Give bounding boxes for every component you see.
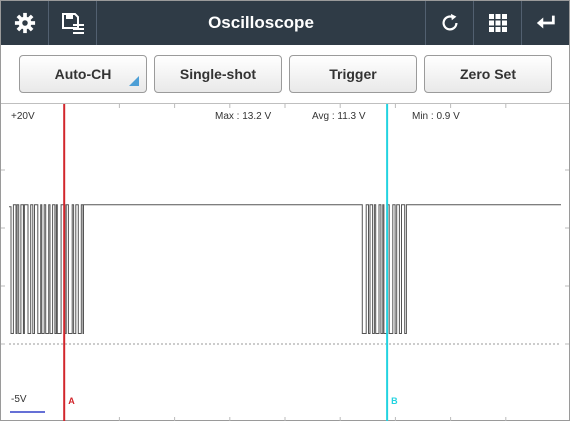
grid-icon: [488, 14, 507, 32]
signal-trace: [9, 204, 561, 335]
gear-icon: [14, 12, 35, 34]
trigger-label: Trigger: [329, 66, 377, 82]
grid-ticks: [1, 104, 569, 421]
settings-button[interactable]: [1, 1, 49, 45]
y-max-label: +20V: [11, 111, 35, 122]
zero-set-label: Zero Set: [459, 66, 516, 82]
max-readout: Max : 13.2 V: [215, 111, 271, 122]
avg-readout: Avg : 11.3 V: [312, 111, 366, 122]
waveform-area[interactable]: +20V -5V Max : 13.2 V Avg : 11.3 V Min :…: [1, 103, 569, 421]
save-list-icon: [61, 13, 84, 34]
control-button-row: Auto-CH Single-shot Trigger Zero Set: [1, 45, 569, 103]
grid-button[interactable]: [473, 1, 521, 45]
auto-ch-button[interactable]: Auto-CH: [19, 55, 147, 93]
refresh-button[interactable]: [425, 1, 473, 45]
back-button[interactable]: [521, 1, 569, 45]
return-icon: [536, 15, 555, 29]
cursor-b-label: B: [391, 396, 398, 406]
min-readout: Min : 0.9 V: [412, 111, 460, 122]
save-button[interactable]: [49, 1, 97, 45]
single-shot-label: Single-shot: [179, 66, 257, 82]
y-min-label: -5V: [11, 394, 27, 405]
single-shot-button[interactable]: Single-shot: [154, 55, 282, 93]
cursor-a-label: A: [68, 396, 75, 406]
auto-ch-label: Auto-CH: [54, 66, 112, 82]
trigger-button[interactable]: Trigger: [289, 55, 417, 93]
waveform-svg[interactable]: +20V -5V Max : 13.2 V Avg : 11.3 V Min :…: [1, 104, 569, 421]
top-toolbar: Oscilloscope: [1, 1, 569, 45]
app-title: Oscilloscope: [208, 13, 314, 32]
refresh-icon: [442, 13, 458, 31]
zero-set-button[interactable]: Zero Set: [424, 55, 552, 93]
dropdown-corner-icon: [129, 76, 139, 86]
